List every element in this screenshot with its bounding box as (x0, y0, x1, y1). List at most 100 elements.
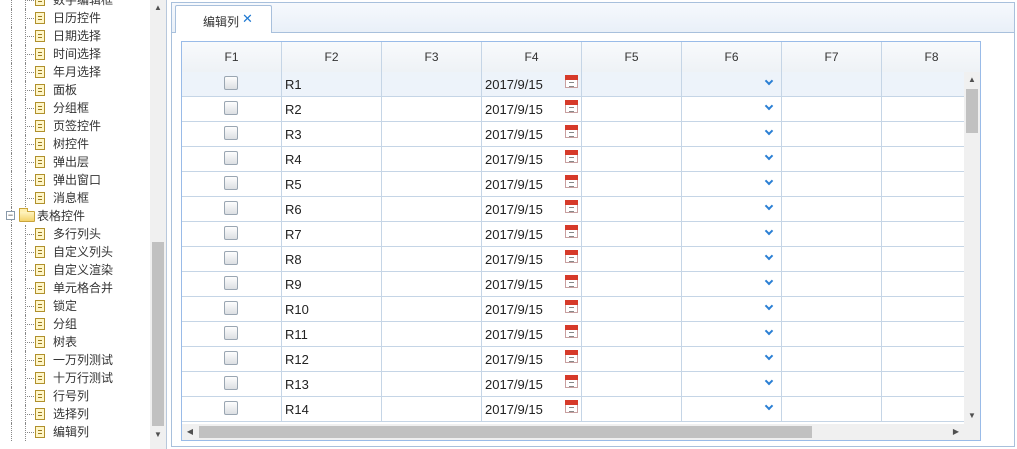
grid-horizontal-scrollbar[interactable]: ◀ ▶ (182, 424, 964, 440)
table-cell[interactable]: 2017/9/15 (482, 222, 582, 247)
tree-item[interactable]: 锁定 (0, 297, 150, 315)
table-cell[interactable] (582, 372, 682, 397)
table-cell[interactable] (582, 147, 682, 172)
row-checkbox[interactable] (224, 201, 238, 215)
tree-scroll-up-icon[interactable]: ▲ (154, 3, 162, 12)
table-cell[interactable]: R12 (282, 347, 382, 372)
calendar-icon[interactable] (565, 350, 578, 363)
table-cell[interactable] (882, 122, 964, 147)
table-cell[interactable] (382, 222, 482, 247)
table-row[interactable]: R1 2017/9/15 (182, 72, 964, 97)
row-checkbox[interactable] (224, 251, 238, 265)
table-cell[interactable]: 2017/9/15 (482, 72, 582, 97)
table-cell[interactable] (382, 147, 482, 172)
row-checkbox[interactable] (224, 226, 238, 240)
table-cell[interactable]: 2017/9/15 (482, 197, 582, 222)
table-cell[interactable] (882, 272, 964, 297)
table-row[interactable]: R12 2017/9/15 (182, 347, 964, 372)
table-cell[interactable]: 2017/9/15 (482, 347, 582, 372)
table-cell[interactable] (182, 247, 282, 272)
table-cell[interactable] (682, 172, 782, 197)
table-cell[interactable] (582, 297, 682, 322)
table-cell[interactable] (682, 197, 782, 222)
table-cell[interactable] (182, 122, 282, 147)
table-cell[interactable] (782, 247, 882, 272)
table-cell[interactable]: R3 (282, 122, 382, 147)
column-header[interactable]: F5 (582, 42, 682, 72)
tree-scroll-thumb[interactable] (152, 242, 164, 426)
table-cell[interactable] (582, 172, 682, 197)
calendar-icon[interactable] (565, 175, 578, 188)
row-checkbox[interactable] (224, 376, 238, 390)
tree-item[interactable]: 一万列测试 (0, 351, 150, 369)
tree-item[interactable]: 十万行测试 (0, 369, 150, 387)
tree-item[interactable]: 分组框 (0, 99, 150, 117)
grid-vscroll-thumb[interactable] (966, 89, 978, 133)
tree-item[interactable]: 数字编辑框 (0, 0, 150, 9)
row-checkbox[interactable] (224, 276, 238, 290)
row-checkbox[interactable] (224, 176, 238, 190)
row-checkbox[interactable] (224, 101, 238, 115)
tree-item[interactable]: 页签控件 (0, 117, 150, 135)
table-cell[interactable]: 2017/9/15 (482, 122, 582, 147)
tree-item[interactable]: 分组 (0, 315, 150, 333)
table-cell[interactable]: 2017/9/15 (482, 147, 582, 172)
grid-scroll-up-icon[interactable]: ▲ (968, 75, 976, 84)
tree-item[interactable]: 自定义渲染 (0, 261, 150, 279)
table-row[interactable]: R13 2017/9/15 (182, 372, 964, 397)
table-cell[interactable] (782, 372, 882, 397)
calendar-icon[interactable] (565, 250, 578, 263)
table-cell[interactable] (382, 372, 482, 397)
table-cell[interactable]: 2017/9/15 (482, 272, 582, 297)
chevron-down-icon[interactable] (764, 376, 774, 386)
tree-scroll-down-icon[interactable]: ▼ (154, 430, 162, 439)
table-cell[interactable] (182, 322, 282, 347)
table-cell[interactable]: 2017/9/15 (482, 372, 582, 397)
tree-item[interactable]: 年月选择 (0, 63, 150, 81)
table-cell[interactable]: R4 (282, 147, 382, 172)
table-cell[interactable] (782, 397, 882, 422)
tree-item[interactable]: 面板 (0, 81, 150, 99)
chevron-down-icon[interactable] (764, 301, 774, 311)
tree-item[interactable]: 日期选择 (0, 27, 150, 45)
table-cell[interactable] (382, 172, 482, 197)
table-cell[interactable] (182, 222, 282, 247)
grid-hscroll-thumb[interactable] (199, 426, 812, 438)
table-row[interactable]: R14 2017/9/15 (182, 397, 964, 422)
table-cell[interactable] (882, 372, 964, 397)
table-cell[interactable] (782, 72, 882, 97)
row-checkbox[interactable] (224, 326, 238, 340)
table-cell[interactable] (582, 347, 682, 372)
chevron-down-icon[interactable] (764, 401, 774, 411)
table-row[interactable]: R11 2017/9/15 (182, 322, 964, 347)
row-checkbox[interactable] (224, 126, 238, 140)
tree-item[interactable]: − 表格控件 (0, 207, 150, 225)
chevron-down-icon[interactable] (764, 326, 774, 336)
calendar-icon[interactable] (565, 75, 578, 88)
table-cell[interactable]: 2017/9/15 (482, 397, 582, 422)
row-checkbox[interactable] (224, 76, 238, 90)
table-cell[interactable] (882, 297, 964, 322)
tree-item[interactable]: 日历控件 (0, 9, 150, 27)
grid-scroll-down-icon[interactable]: ▼ (968, 411, 976, 420)
table-cell[interactable] (682, 397, 782, 422)
table-row[interactable]: R4 2017/9/15 (182, 147, 964, 172)
chevron-down-icon[interactable] (764, 276, 774, 286)
calendar-icon[interactable] (565, 400, 578, 413)
table-cell[interactable] (182, 147, 282, 172)
table-cell[interactable] (382, 197, 482, 222)
table-cell[interactable] (882, 397, 964, 422)
table-cell[interactable] (582, 197, 682, 222)
table-cell[interactable]: R10 (282, 297, 382, 322)
calendar-icon[interactable] (565, 375, 578, 388)
table-cell[interactable] (382, 122, 482, 147)
table-cell[interactable]: R1 (282, 72, 382, 97)
table-cell[interactable] (782, 222, 882, 247)
tree-item[interactable]: 单元格合并 (0, 279, 150, 297)
table-cell[interactable] (382, 297, 482, 322)
table-cell[interactable] (582, 247, 682, 272)
chevron-down-icon[interactable] (764, 76, 774, 86)
calendar-icon[interactable] (565, 150, 578, 163)
column-header[interactable]: F8 (882, 42, 980, 72)
tree-item[interactable]: 时间选择 (0, 45, 150, 63)
